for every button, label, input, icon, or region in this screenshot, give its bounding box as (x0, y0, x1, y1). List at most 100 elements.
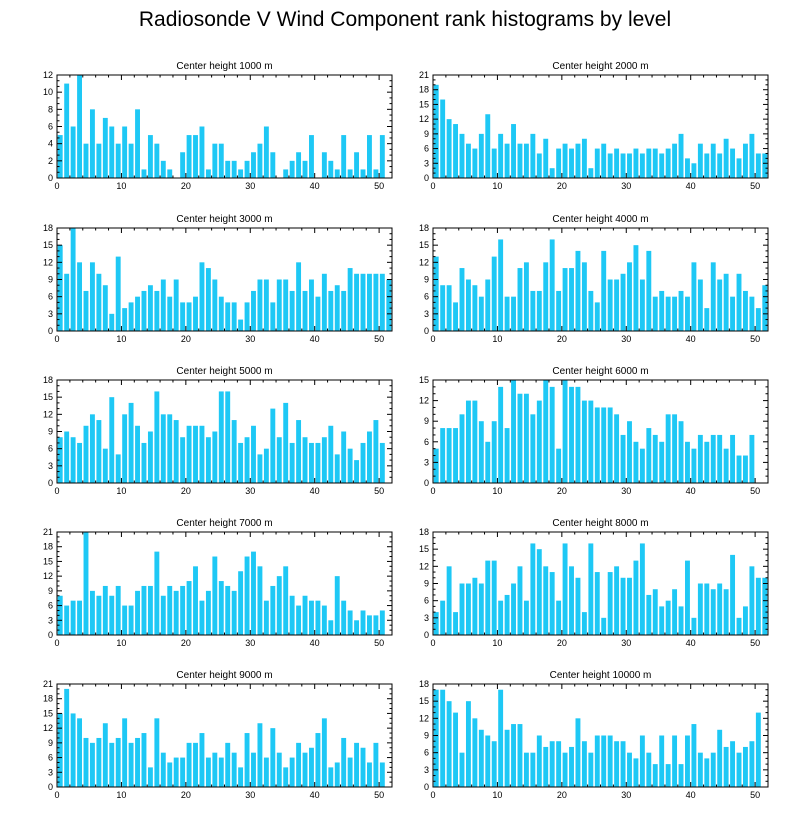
histogram-bar (581, 262, 587, 331)
histogram-bar (543, 262, 549, 331)
histogram-bar (360, 273, 366, 331)
histogram-bar (96, 273, 102, 331)
histogram-bar (478, 583, 484, 635)
y-tick-label: 3 (424, 613, 429, 623)
histogram-bar (588, 752, 594, 787)
histogram-bar (147, 585, 153, 635)
histogram-bar (96, 143, 102, 178)
y-tick-label: 8 (48, 104, 53, 114)
histogram-bar (251, 425, 256, 483)
histogram-bar (283, 767, 289, 787)
histogram-bar (633, 148, 639, 178)
y-tick-label: 9 (424, 275, 429, 285)
histogram-bar (672, 296, 678, 331)
histogram-bar (334, 762, 340, 787)
histogram-bar (231, 160, 237, 178)
y-tick-label: 0 (48, 478, 53, 488)
histogram-bar (485, 114, 491, 178)
histogram-bar (575, 143, 581, 178)
histogram-bar (70, 126, 76, 178)
histogram-bar (646, 428, 652, 483)
x-tick-label: 20 (557, 638, 567, 648)
histogram-bar (569, 386, 574, 483)
y-tick-label: 0 (48, 630, 53, 640)
histogram-bar (102, 585, 108, 635)
chart-main-title: Radiosonde V Wind Component rank histogr… (138, 8, 672, 31)
y-tick-label: 9 (48, 275, 53, 285)
histogram-bar (238, 767, 244, 787)
y-tick-label: 15 (43, 708, 53, 718)
x-tick-label: 20 (557, 181, 567, 191)
histogram-bar (57, 437, 63, 483)
histogram-bar (440, 285, 446, 331)
histogram-bar (141, 290, 147, 331)
panel-title: Center height 9000 m (176, 670, 272, 681)
histogram-bar (478, 421, 484, 483)
x-tick-label: 50 (750, 638, 760, 648)
x-tick-label: 40 (686, 638, 696, 648)
histogram-bar (633, 758, 639, 787)
histogram-bar (575, 386, 581, 483)
histogram-panel: Center height 7000 m 0 10 20 30 40 50 0 3 6 9 12 15 1… (43, 518, 393, 648)
histogram-bar (315, 733, 321, 787)
histogram-bar (199, 425, 205, 483)
histogram-bar (594, 572, 600, 635)
y-tick-label: 4 (48, 139, 53, 149)
histogram-bar (354, 460, 360, 483)
histogram-bar (354, 742, 360, 787)
panel-title: Center height 8000 m (552, 518, 648, 529)
histogram-bar (620, 741, 626, 787)
histogram-bar (459, 133, 465, 178)
x-tick-label: 30 (621, 638, 631, 648)
histogram-bar (154, 551, 160, 635)
histogram-bar (238, 571, 244, 635)
y-tick-label: 15 (419, 240, 429, 250)
histogram-bar (433, 689, 439, 787)
histogram-bar (283, 402, 289, 483)
y-tick-label: 15 (43, 392, 53, 402)
histogram-bar (433, 612, 439, 635)
histogram-bar (536, 549, 542, 635)
histogram-bar (736, 617, 742, 635)
histogram-bar (491, 421, 497, 483)
histogram-bar (569, 566, 574, 635)
y-tick-label: 9 (48, 738, 53, 748)
histogram-bar (334, 285, 340, 331)
histogram-bar (491, 560, 497, 635)
histogram-bar (173, 590, 179, 635)
histogram-bar (147, 285, 153, 331)
histogram-bar (154, 391, 160, 483)
histogram-bar (498, 386, 504, 483)
y-tick-label: 9 (424, 731, 429, 741)
histogram-bar (160, 160, 166, 178)
histogram-bar (309, 279, 314, 331)
histogram-bar (89, 590, 95, 635)
y-tick-label: 3 (424, 457, 429, 467)
histogram-bar (347, 169, 353, 178)
histogram-bar (511, 296, 516, 331)
histogram-bar (627, 577, 632, 635)
histogram-bar (109, 313, 115, 331)
histogram-bar (302, 160, 308, 178)
x-tick-label: 40 (686, 334, 696, 344)
histogram-bar (659, 290, 665, 331)
histogram-bar (723, 448, 729, 483)
y-tick-label: 6 (424, 292, 429, 302)
x-tick-label: 30 (245, 638, 255, 648)
histogram-bar (212, 431, 218, 483)
y-tick-label: 18 (43, 375, 53, 385)
histogram-bar (186, 742, 192, 787)
y-tick-label: 12 (43, 571, 53, 581)
histogram-bar (588, 400, 594, 483)
histogram-bar (536, 153, 542, 178)
histogram-bar (367, 615, 372, 635)
histogram-bar (465, 143, 471, 178)
histogram-bar (549, 386, 555, 483)
histogram-bar (704, 308, 710, 331)
histogram-bar (569, 746, 574, 787)
histogram-bar (652, 296, 658, 331)
histogram-bar (601, 143, 607, 178)
histogram-bar (238, 169, 244, 178)
histogram-bar (360, 442, 366, 483)
x-tick-label: 30 (245, 334, 255, 344)
